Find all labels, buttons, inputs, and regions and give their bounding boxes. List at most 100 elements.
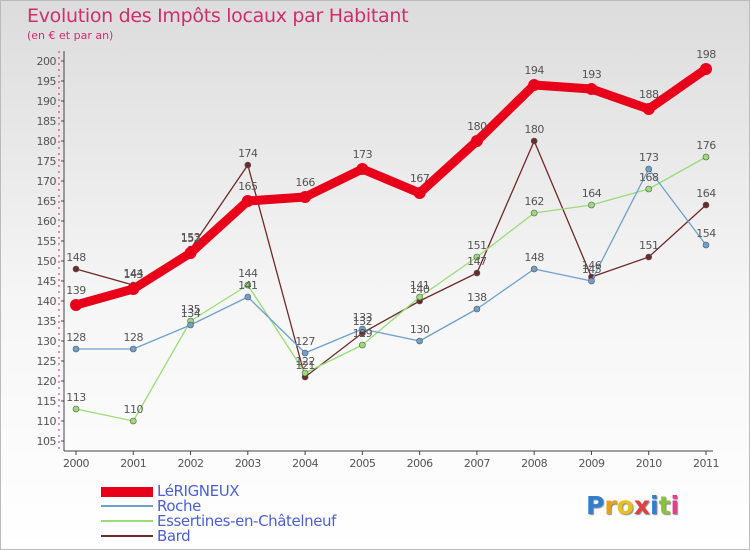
data-point-bard [702,201,710,209]
data-point-roche [416,337,423,345]
y-tick-label: 105 [37,435,57,448]
data-label-essertines-en-chatelneuf: 168 [639,171,659,184]
data-point-roche [187,321,194,329]
data-point-bard [473,269,481,277]
chart-title: Evolution des Impôts locaux par Habitant [27,5,409,27]
data-label-essertines-en-chatelneuf: 164 [582,187,602,200]
data-label-lerigneux: 173 [353,148,373,161]
data-point-roche [301,349,309,357]
y-tick-label: 185 [37,115,57,128]
data-point-roche [129,345,137,353]
y-tick-label: 160 [37,215,57,228]
data-label-essertines-en-chatelneuf: 162 [524,195,544,208]
y-tick-label: 175 [37,155,57,168]
logo-letter: x [633,491,650,520]
data-point-essertines-en-chatelneuf [72,405,80,413]
y-tick-label: 125 [37,355,57,368]
data-label-roche: 127 [295,335,315,348]
data-label-lerigneux: 193 [582,68,602,81]
data-point-bard [72,265,80,273]
y-tick-label: 115 [37,395,57,408]
y-tick-label: 110 [37,415,57,428]
logo-letter: o [616,491,634,520]
chart-subtitle: (en € et par an) [27,29,114,42]
legend-item-roche[interactable]: Roche [101,497,361,515]
x-tick-label: 2001 [120,457,146,470]
data-label-essertines-en-chatelneuf: 113 [66,391,86,404]
data-point-lerigneux [70,299,82,311]
y-tick-label: 150 [37,255,57,268]
data-label-essertines-en-chatelneuf: 129 [353,327,373,340]
data-label-bard: 180 [524,123,544,136]
data-point-lerigneux [413,187,426,199]
data-point-essertines-en-chatelneuf [473,253,481,261]
x-tick-label: 2004 [292,457,318,470]
data-point-bard [645,253,653,261]
data-label-bard: 147 [467,255,487,268]
data-label-roche: 173 [639,151,659,164]
data-label-bard: 148 [66,251,86,264]
legend-label-bard: Bard [157,527,191,545]
data-label-roche: 154 [696,227,716,240]
y-tick-label: 195 [37,75,57,88]
data-label-bard: 121 [295,359,315,372]
data-point-roche [702,241,710,249]
data-label-bard: 144 [124,267,144,280]
legend-swatch-lerigneux [101,487,153,497]
data-point-lerigneux [241,195,254,207]
data-label-essertines-en-chatelneuf: 144 [238,267,258,280]
legend: LéRIGNEUX Roche Essertines-en-Châtelneuf… [101,482,361,545]
data-point-roche [530,265,538,273]
legend-item-essertines[interactable]: Essertines-en-Châtelneuf [101,512,361,530]
data-label-roche: 134 [181,307,201,320]
data-label-roche: 148 [524,251,544,264]
data-point-bard [530,137,538,145]
x-tick-label: 2002 [178,457,204,470]
x-tick-label: 2009 [578,457,604,470]
data-point-roche [473,305,481,313]
x-tick-label: 2008 [521,457,547,470]
data-label-roche: 133 [353,311,373,324]
series-bard [72,137,710,381]
data-label-bard: 151 [639,239,659,252]
data-point-essertines-en-chatelneuf [301,369,309,377]
data-label-roche: 141 [238,279,258,292]
logo-letter: t [658,491,671,520]
data-label-lerigneux: 139 [66,284,86,297]
data-label-essertines-en-chatelneuf: 176 [696,139,716,152]
data-label-essertines-en-chatelneuf: 141 [410,279,430,292]
data-label-lerigneux: 167 [410,172,430,185]
data-label-bard: 153 [181,231,201,244]
data-label-essertines-en-chatelneuf: 110 [124,403,144,416]
data-label-essertines-en-chatelneuf: 151 [467,239,487,252]
x-tick-label: 2007 [464,457,490,470]
x-tick-label: 2006 [407,457,433,470]
y-tick-label: 170 [37,175,57,188]
data-label-roche: 128 [66,331,86,344]
data-point-essertines-en-chatelneuf [416,293,423,301]
data-label-roche: 128 [124,331,144,344]
data-label-lerigneux: 152 [181,232,201,245]
series-lerigneux [70,63,712,311]
logo-letter: r [604,491,617,520]
legend-item-lerigneux[interactable]: LéRIGNEUX [101,482,361,500]
data-label-roche: 130 [410,323,430,336]
data-point-essertines-en-chatelneuf [244,281,252,289]
y-tick-label: 155 [37,235,57,248]
data-point-essertines-en-chatelneuf [359,341,366,349]
data-label-roche: 145 [582,263,602,276]
data-point-essertines-en-chatelneuf [530,209,538,217]
y-tick-label: 190 [37,95,57,108]
data-label-bard: 146 [582,259,602,272]
x-tick-label: 2010 [636,457,662,470]
legend-item-bard[interactable]: Bard [101,527,361,545]
legend-label-essertines: Essertines-en-Châtelneuf [157,512,337,530]
y-tick-label: 200 [37,55,57,68]
data-point-bard [244,161,252,169]
data-label-essertines-en-chatelneuf: 122 [295,355,315,368]
data-label-lerigneux: 188 [639,88,659,101]
data-point-lerigneux [356,163,369,175]
y-tick-label: 135 [37,315,57,328]
